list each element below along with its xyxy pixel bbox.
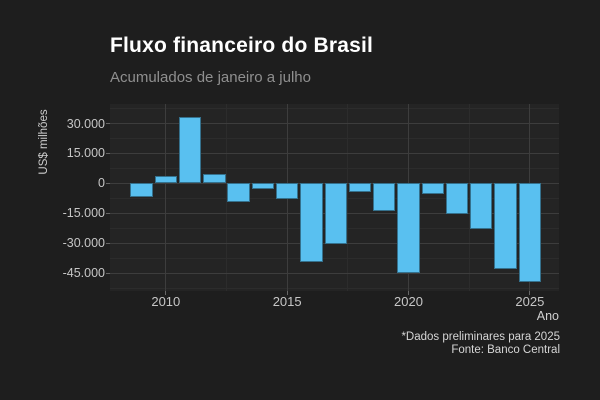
gridline-minor-h <box>110 108 559 110</box>
gridline-major-v <box>165 104 167 291</box>
x-tick-label: 2020 <box>394 294 423 309</box>
caption-line-preliminary: *Dados preliminares para 2025 <box>401 331 560 343</box>
x-tick-mark <box>286 291 288 295</box>
y-tick-mark <box>106 123 110 125</box>
bar-2015[interactable] <box>276 183 299 200</box>
x-tick-mark <box>165 291 167 295</box>
y-tick-mark <box>106 152 110 154</box>
x-tick-mark <box>529 291 531 295</box>
y-tick-label: -15.000 <box>62 206 105 221</box>
chart-caption: *Dados preliminares para 2025 Fonte: Ban… <box>401 331 560 356</box>
bar-2011[interactable] <box>178 117 202 184</box>
bar-2022[interactable] <box>445 183 469 215</box>
y-tick-label: -30.000 <box>62 236 105 251</box>
y-tick-mark <box>106 212 110 214</box>
chart-subtitle: Acumulados de janeiro a julho <box>110 69 311 86</box>
chart-panel <box>110 104 559 291</box>
gridline-minor-v <box>225 104 227 291</box>
x-tick-label: 2010 <box>151 294 181 309</box>
y-tick-label: 30.000 <box>66 116 105 131</box>
bar-2009[interactable] <box>130 183 153 198</box>
chart-title: Fluxo financeiro do Brasil <box>110 34 374 57</box>
gridline-minor-v <box>347 104 349 291</box>
gridline-minor-h <box>110 257 559 259</box>
bar-2024[interactable] <box>494 183 517 270</box>
bar-2013[interactable] <box>227 183 250 202</box>
bar-2020[interactable] <box>397 183 420 273</box>
bar-2025[interactable] <box>518 183 542 283</box>
bar-2023[interactable] <box>470 183 493 230</box>
bar-2010[interactable] <box>154 176 177 184</box>
bar-2014[interactable] <box>251 183 275 190</box>
bar-2021[interactable] <box>421 183 444 195</box>
y-tick-label: -45.000 <box>62 266 105 281</box>
x-tick-label: 2025 <box>515 294 545 309</box>
gridline-major-h <box>110 152 559 154</box>
gridline-minor-v <box>468 104 470 291</box>
gridline-major-h <box>110 123 559 125</box>
x-axis-title: Ano <box>536 309 559 323</box>
bar-2016[interactable] <box>300 183 323 263</box>
gridline-minor-h <box>110 287 559 289</box>
bar-2012[interactable] <box>203 174 226 184</box>
x-tick-mark <box>408 291 410 295</box>
bar-2019[interactable] <box>373 183 396 211</box>
gridline-minor-h <box>110 167 559 169</box>
bar-2017[interactable] <box>324 183 347 244</box>
y-tick-mark <box>106 182 110 184</box>
bar-2018[interactable] <box>348 183 372 193</box>
y-tick-label: 0 <box>98 176 105 191</box>
y-tick-label: 15.000 <box>66 146 105 161</box>
x-tick-label: 2015 <box>272 294 302 309</box>
y-tick-mark <box>106 272 110 274</box>
gridline-major-h <box>110 272 559 274</box>
caption-line-source: Fonte: Banco Central <box>451 343 560 356</box>
gridline-minor-h <box>110 137 559 139</box>
y-tick-mark <box>106 242 110 244</box>
